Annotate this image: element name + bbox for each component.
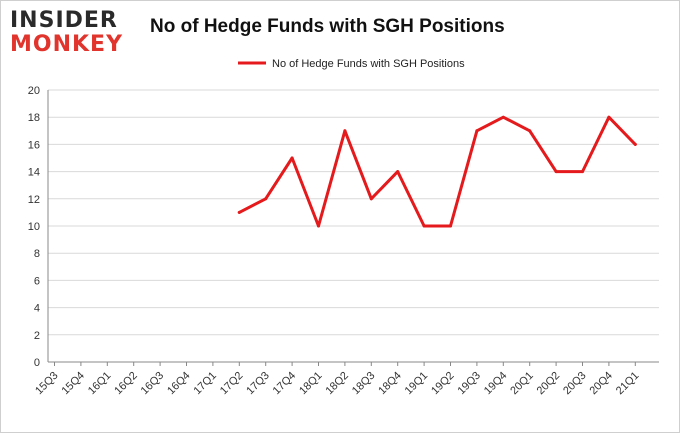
- x-tick-label: 16Q3: [139, 370, 167, 398]
- x-tick-label: 19Q3: [455, 370, 483, 398]
- y-tick-label: 20: [28, 85, 40, 97]
- x-tick-label: 17Q4: [271, 370, 299, 398]
- x-tick-label: 19Q1: [403, 370, 431, 398]
- x-tick-label: 18Q3: [350, 370, 378, 398]
- data-point: [396, 170, 400, 174]
- y-tick-label: 10: [28, 221, 40, 233]
- data-point: [317, 224, 320, 228]
- data-point: [290, 156, 294, 160]
- x-tick-label: 17Q3: [244, 370, 272, 398]
- x-tick-label: 16Q1: [86, 370, 114, 398]
- x-tick-label: 16Q2: [112, 370, 140, 398]
- y-tick-label: 2: [34, 330, 40, 342]
- data-point: [449, 224, 452, 228]
- x-tick-label: 20Q1: [508, 370, 536, 398]
- data-point: [422, 224, 426, 228]
- x-tick-label: 18Q2: [323, 370, 351, 398]
- x-tick-label: 17Q1: [191, 370, 219, 398]
- data-point: [343, 129, 347, 133]
- data-point: [633, 142, 637, 146]
- data-point: [369, 197, 373, 201]
- y-tick-label: 0: [34, 357, 40, 369]
- x-tick-label: 18Q4: [376, 370, 404, 398]
- x-tick-label: 15Q3: [33, 370, 61, 398]
- x-tick-label: 17Q2: [218, 370, 246, 398]
- y-tick-label: 4: [34, 303, 40, 315]
- y-tick-label: 18: [28, 112, 40, 124]
- x-tick-label: 19Q4: [482, 370, 510, 398]
- x-tick-label: 18Q1: [297, 370, 325, 398]
- y-tick-label: 14: [28, 167, 40, 179]
- chart-title: No of Hedge Funds with SGH Positions: [150, 16, 505, 37]
- logo-line-2: MONKEY: [10, 32, 124, 57]
- legend-label: No of Hedge Funds with SGH Positions: [272, 58, 465, 70]
- x-tick-label: 19Q2: [429, 370, 457, 398]
- insider-monkey-logo: INSIDER MONKEY: [10, 8, 128, 57]
- data-point: [528, 129, 532, 133]
- data-point: [501, 115, 505, 119]
- y-tick-label: 8: [34, 248, 40, 260]
- logo-line-1: INSIDER: [10, 8, 118, 33]
- x-tick-label: 20Q2: [535, 370, 563, 398]
- y-tick-label: 16: [28, 139, 40, 151]
- x-tick-label: 20Q3: [561, 370, 589, 398]
- y-tick-label: 6: [34, 275, 40, 287]
- x-tick-label: 21Q1: [614, 370, 642, 398]
- y-tick-label: 12: [28, 194, 40, 206]
- x-tick-label: 20Q4: [587, 370, 615, 398]
- x-tick-label: 15Q4: [59, 370, 87, 398]
- data-point: [237, 210, 241, 214]
- x-tick-label: 16Q4: [165, 370, 193, 398]
- data-point: [607, 115, 611, 119]
- series-line-0: [237, 115, 637, 228]
- data-point: [264, 197, 268, 201]
- data-point: [475, 129, 479, 133]
- data-point: [581, 170, 584, 174]
- data-point: [554, 170, 558, 174]
